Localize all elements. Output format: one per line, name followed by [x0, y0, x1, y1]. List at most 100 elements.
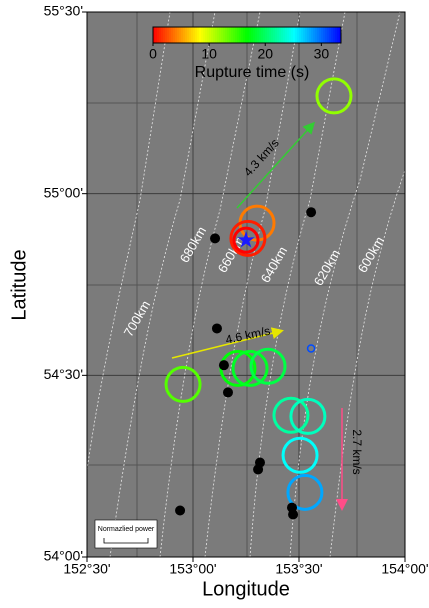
y-tick-label: 55°30'	[44, 3, 83, 19]
colorbar-step	[189, 27, 192, 43]
colorbar-step	[199, 27, 202, 43]
colorbar-step	[167, 27, 170, 43]
colorbar-tick-label: 0	[149, 46, 157, 62]
colorbar-step	[287, 27, 290, 43]
colorbar-step	[181, 27, 184, 43]
colorbar-step	[213, 27, 216, 43]
colorbar-step	[297, 27, 300, 43]
colorbar-step	[253, 27, 256, 43]
rupture-circle	[232, 226, 260, 254]
velocity-label: 2.7 km/s	[350, 429, 364, 474]
colorbar-step	[263, 27, 266, 43]
colorbar-step	[339, 27, 342, 43]
colorbar-step	[165, 27, 168, 43]
velocity-arrow	[171, 327, 284, 359]
colorbar-step	[245, 27, 248, 43]
aftershock	[306, 207, 317, 218]
colorbar-step	[257, 27, 260, 43]
colorbar-step	[285, 27, 288, 43]
colorbar-step	[317, 27, 320, 43]
aftershock	[222, 387, 233, 398]
colorbar-step	[261, 27, 264, 43]
colorbar-step	[197, 27, 200, 43]
colorbar-step	[157, 27, 160, 43]
y-tick-label: 54°30'	[44, 366, 83, 382]
colorbar-step	[225, 27, 228, 43]
colorbar-step	[267, 27, 270, 43]
colorbar-step	[323, 27, 326, 43]
colorbar-step	[237, 27, 240, 43]
colorbar-step	[301, 27, 304, 43]
colorbar-step	[327, 27, 330, 43]
colorbar-step	[279, 27, 282, 43]
map-frame	[86, 11, 406, 558]
colorbar-step	[175, 27, 178, 43]
colorbar-step	[231, 27, 234, 43]
aftershock	[210, 233, 221, 244]
colorbar-step	[325, 27, 328, 43]
colorbar-step	[293, 27, 296, 43]
colorbar-step	[211, 27, 214, 43]
colorbar-step	[169, 27, 172, 43]
x-tick-label: 153°30'	[275, 561, 322, 577]
colorbar-step	[219, 27, 222, 43]
colorbar-tick-label: 10	[201, 46, 217, 62]
colorbar-step	[299, 27, 302, 43]
y-axis-label: Latitude	[8, 249, 30, 320]
rupture-circle	[164, 365, 202, 403]
colorbar-step	[337, 27, 340, 43]
colorbar-step	[281, 27, 284, 43]
colorbar-step	[205, 27, 208, 43]
colorbar-step	[243, 27, 246, 43]
rupture-circle-small	[306, 344, 316, 353]
marks	[164, 77, 353, 520]
y-tick-label: 55°00'	[44, 184, 83, 200]
rupture-circle	[281, 436, 319, 474]
colorbar-step	[283, 27, 286, 43]
colorbar-step	[305, 27, 308, 43]
colorbar-step	[159, 27, 162, 43]
colorbar-step	[315, 27, 318, 43]
legend-box	[94, 519, 158, 549]
colorbar-step	[215, 27, 218, 43]
colorbar-step	[311, 27, 314, 43]
colorbar-step	[229, 27, 232, 43]
colorbar-step	[161, 27, 164, 43]
colorbar-step	[271, 27, 274, 43]
colorbar-step	[331, 27, 334, 43]
rupture-circle	[229, 219, 267, 257]
colorbar-step	[233, 27, 236, 43]
colorbar-step	[185, 27, 188, 43]
colorbar-step	[193, 27, 196, 43]
colorbar-step	[153, 27, 156, 43]
legend-scale	[103, 538, 149, 544]
aftershock	[288, 509, 299, 520]
colorbar-step	[163, 27, 166, 43]
colorbar-tick-label: 20	[257, 46, 273, 62]
colorbar-step	[333, 27, 336, 43]
epicenter-star	[237, 231, 255, 248]
colorbar-step	[313, 27, 316, 43]
colorbar-step	[247, 27, 250, 43]
tile-lines	[87, 12, 405, 557]
y-tick-label: 54°00'	[44, 548, 83, 564]
aftershock	[253, 464, 264, 475]
colorbar-step	[309, 27, 312, 43]
rupture-circle	[272, 396, 310, 434]
colorbar-step	[273, 27, 276, 43]
colorbar-step	[201, 27, 204, 43]
rupture-circle	[315, 77, 353, 115]
colorbar-step	[207, 27, 210, 43]
colorbar-step	[319, 27, 322, 43]
colorbar-step	[321, 27, 324, 43]
colorbar-step	[277, 27, 280, 43]
colorbar-step	[239, 27, 242, 43]
aftershock	[175, 505, 186, 516]
colorbar-step	[177, 27, 180, 43]
colorbar-step	[183, 27, 186, 43]
velocity-arrow	[236, 121, 316, 209]
colorbar-step	[329, 27, 332, 43]
colorbar-step	[251, 27, 254, 43]
x-axis-label: Longitude	[202, 578, 290, 600]
colorbar-step	[235, 27, 238, 43]
